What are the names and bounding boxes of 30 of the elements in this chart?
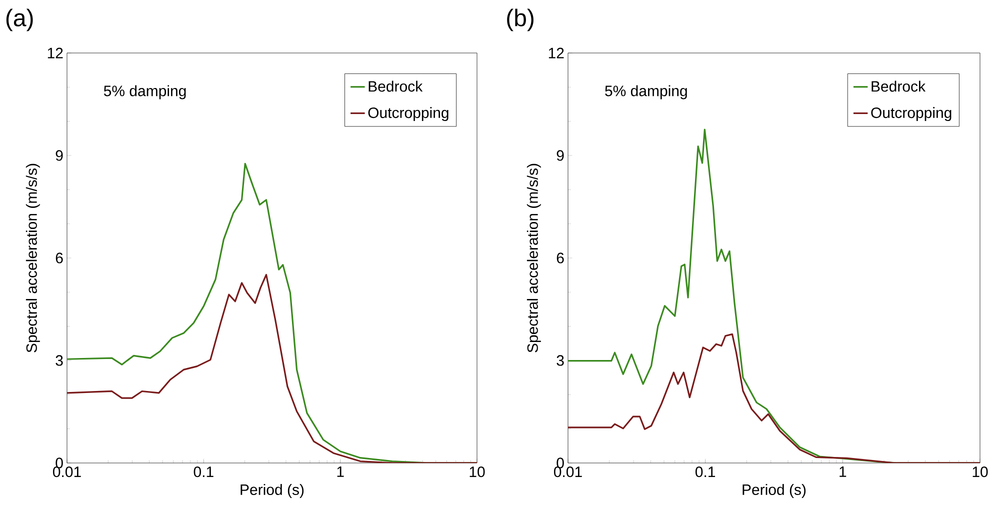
x-axis-title: Period (s) <box>742 484 806 498</box>
annotation: 5% damping <box>104 85 186 100</box>
x-tick-label: 1 <box>840 466 846 477</box>
y-tick-label: 0 <box>556 458 564 468</box>
legend-label: Bedrock <box>872 80 926 92</box>
y-tick-label: 6 <box>56 252 63 264</box>
x-tick-label: 0.1 <box>194 466 214 478</box>
y-tick-label: 9 <box>556 150 564 161</box>
x-tick-label: 0.01 <box>52 466 81 478</box>
y-axis-title: Spectral acceleration (m/s/s) <box>526 164 541 352</box>
y-tick-label: 6 <box>556 252 564 264</box>
annotation: 5% damping <box>605 85 687 100</box>
chart-title: (b) <box>507 8 534 32</box>
x-tick-label: 10 <box>972 466 988 478</box>
legend-label: Bedrock <box>368 80 423 92</box>
x-tick-label: 0.1 <box>695 466 716 478</box>
x-tick-label: 10 <box>470 466 485 478</box>
legend-label: Outcropping <box>368 107 448 122</box>
y-axis-title: Spectral acceleration (m/s/s) <box>26 164 40 352</box>
chart-title: (a) <box>6 8 33 32</box>
y-tick-label: 3 <box>556 355 564 366</box>
x-tick-label: 1 <box>337 466 344 477</box>
y-tick-label: 3 <box>56 355 63 366</box>
legend-label: Outcropping <box>871 107 952 122</box>
y-tick-label: 12 <box>48 48 63 58</box>
x-axis-title: Period (s) <box>240 484 304 498</box>
y-tick-label: 9 <box>56 150 63 161</box>
y-tick-label: 12 <box>548 48 564 58</box>
x-tick-label: 0.01 <box>554 466 582 478</box>
y-tick-label: 0 <box>56 458 63 468</box>
